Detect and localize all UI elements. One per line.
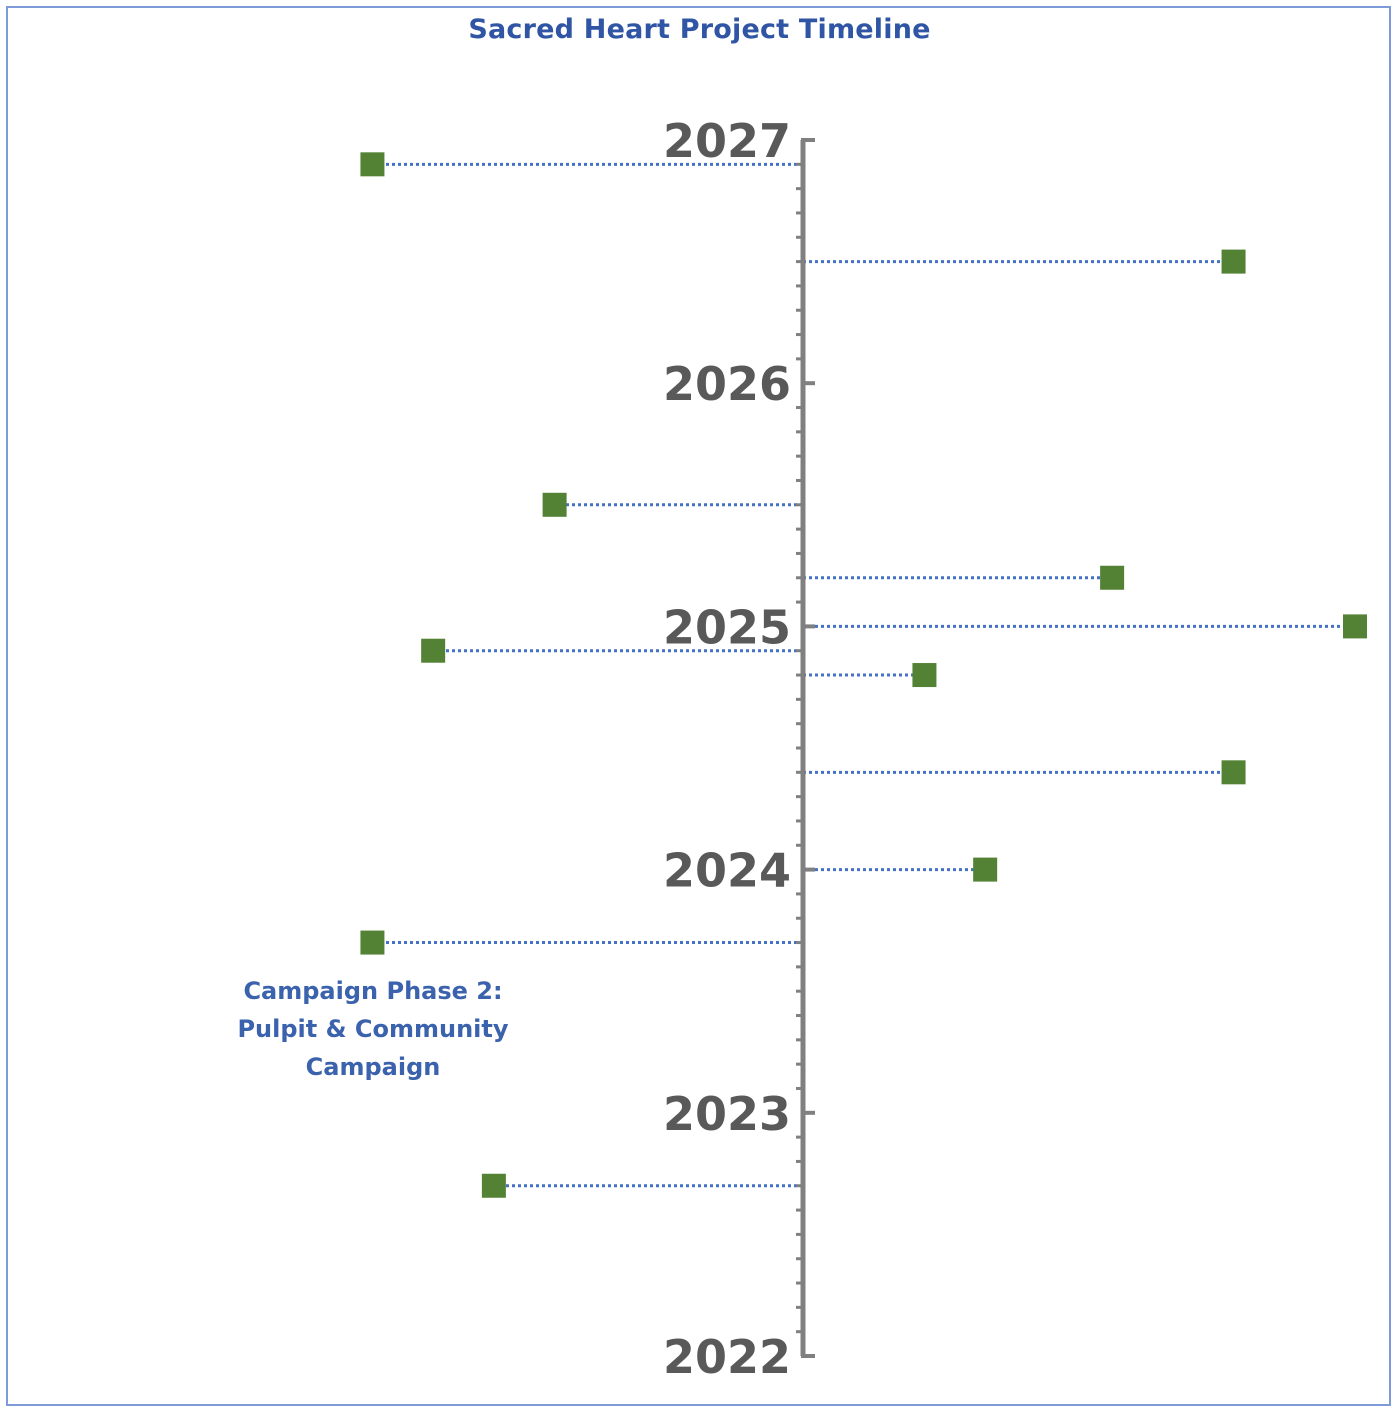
milestone-marker-8 [973,857,998,882]
milestone-marker-9 [360,930,385,955]
year-label-2024: 2024 [663,844,791,898]
milestone-marker-7 [1221,760,1246,785]
year-label-2025: 2025 [663,600,791,654]
year-label-2022: 2022 [663,1330,791,1384]
milestone-marker-10 [481,1173,506,1198]
year-label-2026: 2026 [663,357,791,411]
milestone-marker-2 [542,492,567,517]
milestone-marker-1 [1221,249,1246,274]
milestone-marker-0 [360,152,385,177]
milestone-marker-6 [912,663,937,688]
milestone-marker-5 [421,638,446,663]
milestone-marker-4 [1343,614,1367,639]
year-label-2027: 2027 [663,114,791,168]
point-annotation: Campaign Phase 2: Pulpit & Community Cam… [237,977,509,1081]
milestone-marker-3 [1100,565,1125,590]
year-label-2023: 2023 [663,1087,791,1141]
chart-title: Sacred Heart Project Timeline [468,14,931,45]
chart-frame [6,6,1391,1406]
